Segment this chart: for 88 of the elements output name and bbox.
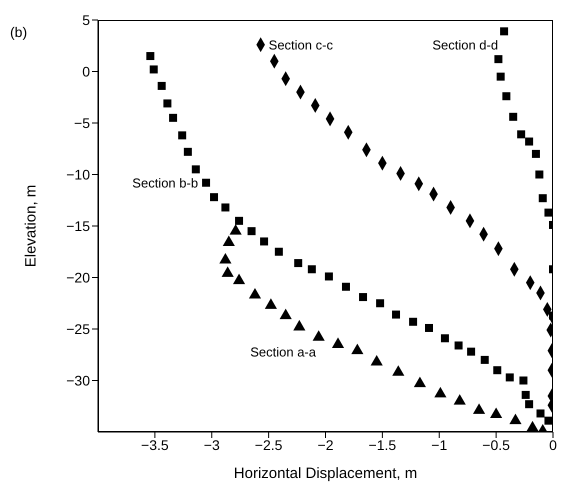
point [324, 272, 333, 280]
point [509, 112, 518, 121]
point [184, 148, 192, 156]
point [480, 356, 489, 364]
point [414, 376, 426, 388]
x-tick-label: −3.5 [141, 436, 169, 453]
point [434, 386, 446, 398]
point [467, 348, 476, 356]
point [392, 310, 400, 319]
point [525, 400, 534, 408]
point [370, 354, 383, 366]
point [454, 341, 463, 350]
point [490, 407, 502, 418]
point [506, 373, 514, 382]
point [376, 299, 384, 308]
point [535, 170, 544, 178]
point [192, 165, 200, 174]
point [294, 259, 302, 268]
point [392, 365, 404, 376]
point [496, 72, 505, 81]
point [232, 274, 246, 284]
point [158, 82, 166, 90]
y-tick-label: −10 [66, 166, 90, 182]
x-tick-label: 0 [549, 436, 558, 453]
point [359, 293, 368, 302]
point [280, 308, 292, 320]
point [425, 324, 434, 332]
point [163, 99, 172, 108]
point [519, 376, 528, 384]
point [440, 334, 449, 342]
y-tick-label: −25 [66, 320, 90, 337]
series-label: Section b-b [132, 176, 198, 191]
point [248, 227, 256, 236]
point [230, 224, 242, 235]
point [210, 193, 218, 202]
y-tick-label: 0 [82, 63, 90, 80]
series-label: Section c-c [268, 38, 334, 53]
point [509, 414, 522, 424]
x-tick-label: −2 [318, 436, 334, 453]
point [538, 194, 547, 202]
y-tick-label: −30 [66, 372, 90, 388]
y-tick-label: −20 [66, 269, 90, 286]
point [544, 208, 552, 217]
point [169, 114, 178, 122]
point [178, 131, 186, 140]
point [517, 130, 526, 138]
point [532, 150, 540, 158]
point [221, 203, 230, 212]
point [494, 55, 502, 64]
point [222, 266, 234, 277]
series-label: Section d-d [432, 37, 498, 52]
point [308, 265, 316, 274]
point [248, 288, 262, 299]
point [472, 403, 486, 414]
chart-title: (b) [10, 24, 28, 40]
point [235, 216, 244, 225]
point [202, 178, 210, 187]
x-tick-label: −2.5 [254, 436, 283, 453]
x-axis-title: Horizontal Displacement, m [234, 465, 418, 482]
point [274, 248, 283, 256]
point [260, 237, 268, 246]
point [525, 138, 534, 146]
point [536, 409, 544, 418]
point [522, 390, 530, 399]
point [293, 320, 306, 330]
point [312, 330, 325, 341]
y-tick-label: −5 [74, 114, 90, 131]
x-tick-label: −1 [431, 436, 448, 453]
point [493, 366, 502, 374]
point [526, 420, 539, 432]
point [500, 27, 508, 36]
point [332, 337, 344, 348]
x-tick-label: −1.5 [368, 436, 396, 453]
y-tick-label: −15 [66, 218, 90, 234]
point [150, 65, 158, 74]
point [146, 52, 154, 60]
point [409, 318, 418, 326]
x-tick-label: −3 [204, 436, 220, 453]
point [454, 394, 466, 405]
point [502, 92, 510, 100]
x-tick-label: −0.5 [482, 436, 510, 453]
point [342, 282, 350, 291]
point [351, 344, 364, 354]
point [264, 298, 277, 309]
series-label: Section a-a [250, 344, 317, 360]
y-axis-title: Elevation, m [22, 184, 40, 268]
y-tick-label: 5 [82, 12, 90, 28]
point [544, 416, 552, 425]
